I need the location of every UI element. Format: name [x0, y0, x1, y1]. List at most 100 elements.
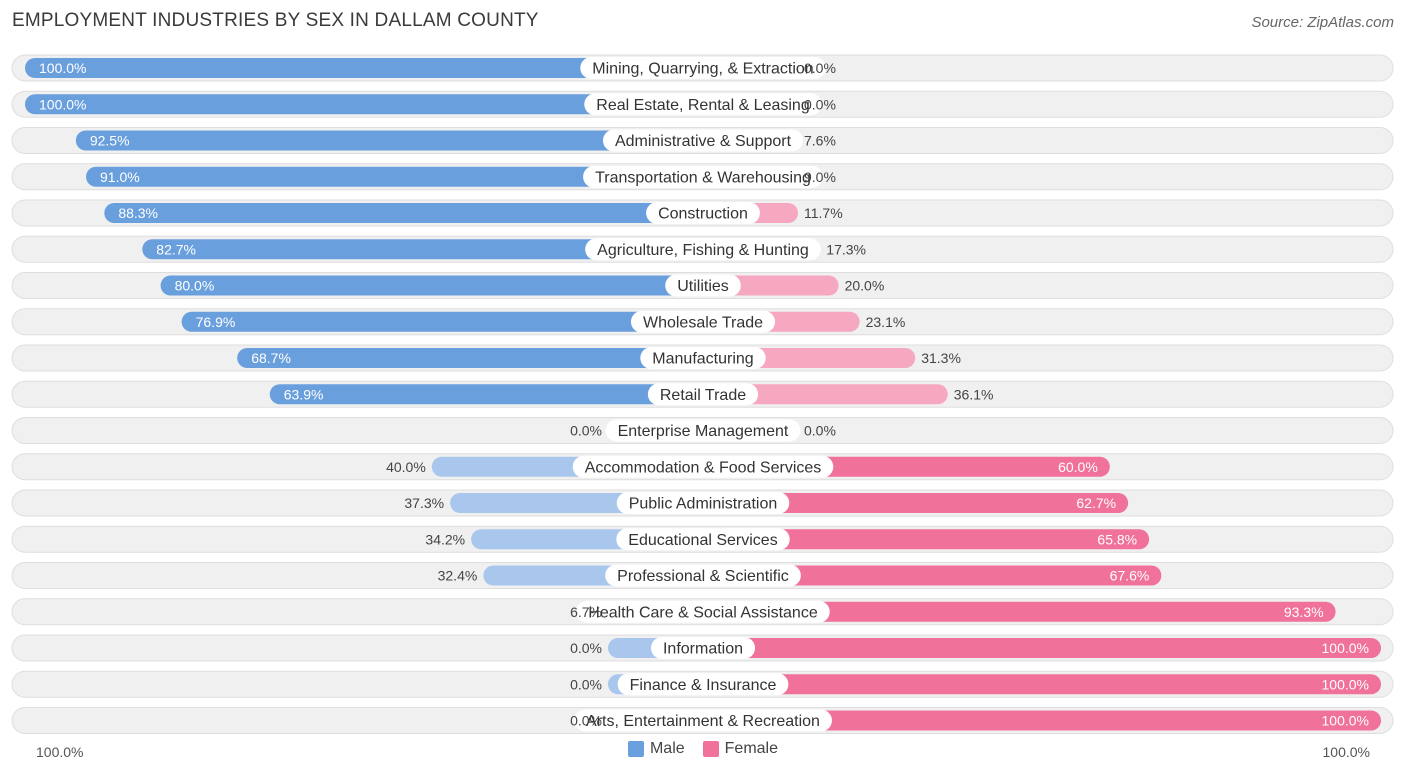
value-label-female: 9.0% [804, 169, 836, 185]
value-label-male: 0.0% [570, 676, 602, 692]
bar-female [703, 384, 948, 405]
category-pill [640, 347, 766, 369]
category-label: Public Administration [629, 496, 778, 513]
category-label: Manufacturing [652, 351, 753, 368]
value-label-male: 0.0% [570, 640, 602, 656]
chart-row: Administrative & Support 92.5% 7.6% [11, 127, 1394, 154]
category-pill [580, 57, 826, 79]
legend: Male Female [0, 740, 1406, 758]
chart-title: EMPLOYMENT INDUSTRIES BY SEX IN DALLAM C… [12, 10, 539, 31]
source-label: Source: ZipAtlas.com [1251, 14, 1394, 31]
category-pill [572, 455, 834, 478]
category-label: Real Estate, Rental & Leasing [596, 97, 809, 114]
value-label-female: 0.0% [804, 423, 836, 439]
category-label: Administrative & Support [615, 133, 792, 150]
value-label-male: 82.7% [156, 241, 196, 257]
category-label: Mining, Quarrying, & Extraction [592, 61, 813, 78]
category-label: Enterprise Management [618, 423, 789, 440]
category-pill [616, 492, 790, 514]
value-label-male: 100.0% [39, 96, 86, 112]
category-label: Retail Trade [660, 387, 746, 404]
value-label-male: 76.9% [196, 314, 236, 330]
bar-female [703, 710, 1381, 731]
value-label-female: 100.0% [1322, 713, 1369, 729]
chart-row: Manufacturing 68.7% 31.3% [11, 344, 1394, 372]
category-pill [583, 165, 823, 188]
category-pill [665, 274, 741, 297]
value-label-female: 17.3% [826, 241, 866, 257]
bar-male [25, 58, 703, 78]
value-label-male: 37.3% [404, 495, 444, 511]
chart-row: Transportation & Warehousing 91.0% 9.0% [11, 163, 1394, 191]
category-label: Wholesale Trade [643, 314, 763, 331]
chart-row: Information 0.0% 100.0% [11, 634, 1394, 662]
bar-male [269, 384, 703, 405]
legend-label-male: Male [649, 740, 685, 757]
category-pill [584, 93, 822, 116]
category-pill [605, 419, 801, 442]
legend-item-female: Female [702, 740, 779, 758]
value-label-male: 91.0% [100, 169, 140, 185]
value-label-male: 0.0% [570, 713, 602, 729]
chart-row: Construction 88.3% 11.7% [11, 199, 1394, 227]
chart-row: Mining, Quarrying, & Extraction 100.0% 0.0… [11, 54, 1394, 82]
value-label-male: 40.0% [386, 459, 426, 475]
bar-male [75, 130, 704, 151]
value-label-female: 100.0% [1322, 640, 1369, 656]
category-label: Health Care & Social Assistance [588, 604, 818, 621]
value-label-female: 7.6% [804, 133, 836, 149]
value-label-female: 67.6% [1110, 568, 1150, 584]
chart-row: Accommodation & Food Services 40.0% 60.0% [11, 453, 1394, 481]
value-label-female: 0.0% [804, 96, 836, 112]
category-pill [605, 564, 801, 587]
bar-male [25, 94, 703, 115]
category-pill [585, 238, 821, 261]
chart-row: Agriculture, Fishing & Hunting 82.7% 17.3% [11, 235, 1394, 263]
chart-row: Utilities 80.0% 20.0% [11, 272, 1394, 299]
value-label-female: 20.0% [845, 278, 885, 294]
chart-row: Retail Trade 63.9% 36.1% [11, 380, 1394, 408]
value-label-male: 63.9% [284, 386, 324, 402]
category-label: Agriculture, Fishing & Hunting [597, 242, 809, 259]
value-label-female: 0.0% [804, 60, 836, 76]
value-label-male: 34.2% [425, 531, 465, 547]
category-pill [646, 202, 760, 224]
value-label-male: 88.3% [118, 205, 158, 221]
category-label: Professional & Scientific [617, 568, 789, 585]
bar-male [160, 275, 704, 296]
chart-row: Finance & Insurance 0.0% 100.0% [11, 670, 1394, 698]
category-pill [616, 528, 790, 551]
category-label: Arts, Entertainment & Recreation [586, 713, 820, 730]
axis-right-label: 100.0% [1322, 744, 1370, 760]
axis-left-label: 100.0% [36, 744, 84, 760]
value-label-female: 31.3% [921, 350, 961, 366]
value-label-female: 100.0% [1322, 676, 1369, 692]
legend-swatch-female [702, 741, 719, 757]
category-pill [650, 637, 756, 659]
value-label-male: 6.7% [570, 604, 602, 620]
value-label-female: 65.8% [1097, 531, 1137, 547]
value-label-female: 23.1% [866, 314, 906, 330]
value-label-female: 93.3% [1284, 604, 1324, 620]
value-label-female: 62.7% [1076, 495, 1116, 511]
bar-female [703, 529, 1150, 550]
category-pill [617, 673, 789, 696]
bar-female [703, 493, 1129, 513]
chart-row: Educational Services 34.2% 65.8% [11, 525, 1394, 553]
category-label: Accommodation & Food Services [585, 459, 822, 476]
category-pill [574, 709, 832, 732]
chart-row: Professional & Scientific 32.4% 67.6% [11, 562, 1394, 589]
chart-row: Real Estate, Rental & Leasing 100.0% 0.0% [11, 90, 1394, 118]
value-label-male: 32.4% [438, 568, 478, 584]
legend-swatch-male [627, 741, 644, 757]
category-label: Finance & Insurance [630, 677, 777, 694]
bar-male [86, 166, 703, 187]
bar-female [703, 674, 1381, 695]
bar-female [703, 638, 1381, 658]
category-pill [630, 310, 776, 333]
category-label: Information [663, 641, 743, 658]
bar-male [104, 203, 704, 223]
legend-label-female: Female [724, 740, 779, 757]
